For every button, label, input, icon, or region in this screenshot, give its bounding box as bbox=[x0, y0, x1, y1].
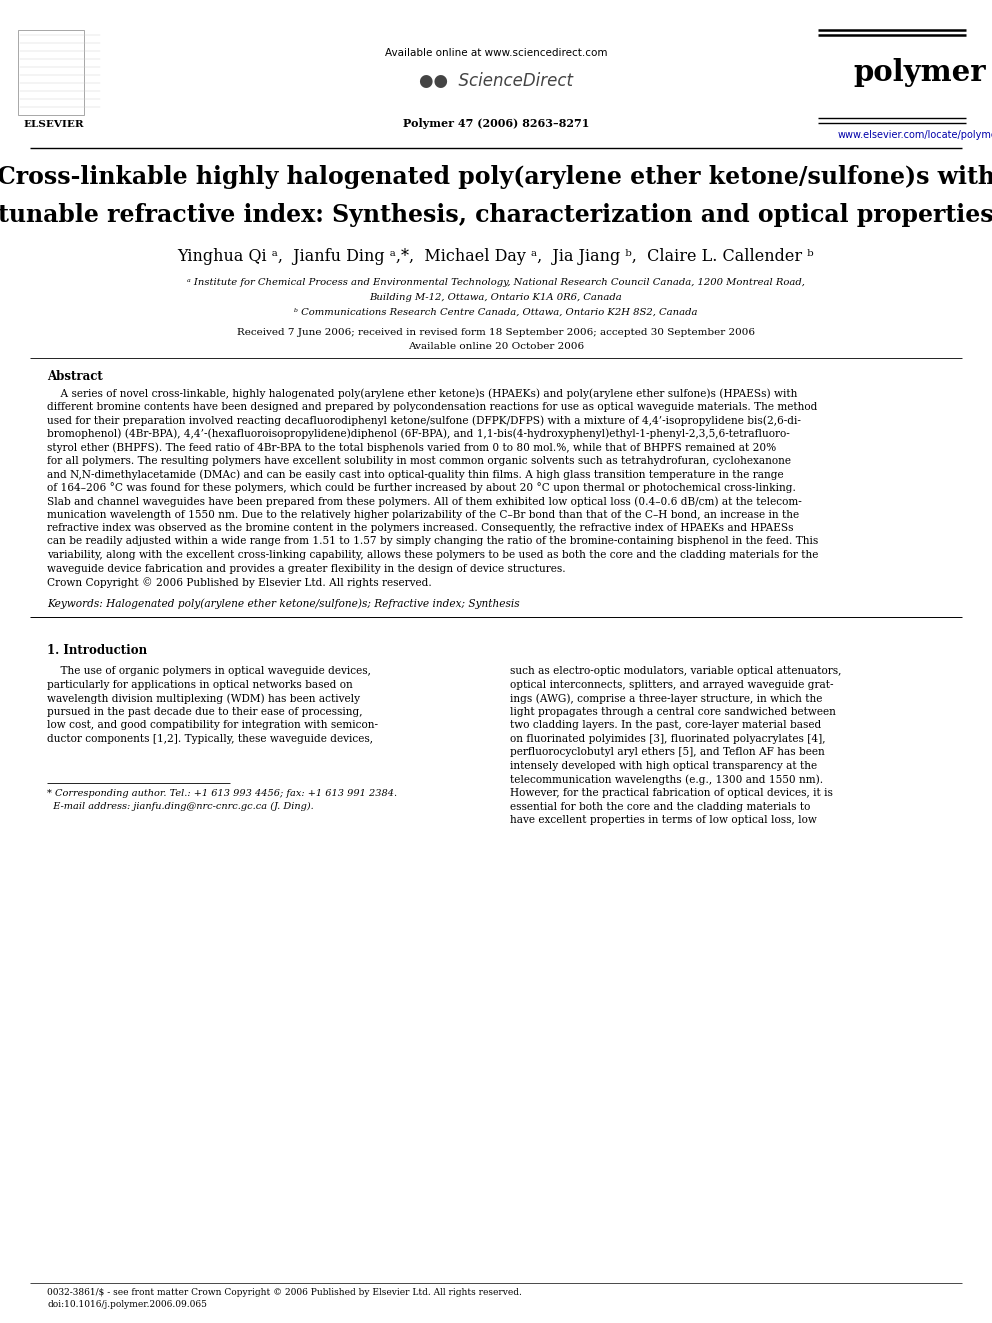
Text: * Corresponding author. Tel.: +1 613 993 4456; fax: +1 613 991 2384.: * Corresponding author. Tel.: +1 613 993… bbox=[47, 789, 397, 798]
Text: Slab and channel waveguides have been prepared from these polymers. All of them : Slab and channel waveguides have been pr… bbox=[47, 496, 802, 507]
Text: tunable refractive index: Synthesis, characterization and optical properties: tunable refractive index: Synthesis, cha… bbox=[0, 202, 992, 228]
Text: essential for both the core and the cladding materials to: essential for both the core and the clad… bbox=[510, 802, 810, 811]
Text: 0032-3861/$ - see front matter Crown Copyright © 2006 Published by Elsevier Ltd.: 0032-3861/$ - see front matter Crown Cop… bbox=[47, 1289, 522, 1297]
Text: The use of organic polymers in optical waveguide devices,: The use of organic polymers in optical w… bbox=[47, 667, 371, 676]
Text: Cross-linkable highly halogenated poly(arylene ether ketone/sulfone)s with: Cross-linkable highly halogenated poly(a… bbox=[0, 165, 992, 189]
Text: can be readily adjusted within a wide range from 1.51 to 1.57 by simply changing: can be readily adjusted within a wide ra… bbox=[47, 537, 818, 546]
Text: ᵇ Communications Research Centre Canada, Ottawa, Ontario K2H 8S2, Canada: ᵇ Communications Research Centre Canada,… bbox=[295, 308, 697, 318]
Text: munication wavelength of 1550 nm. Due to the relatively higher polarizability of: munication wavelength of 1550 nm. Due to… bbox=[47, 509, 800, 520]
Text: different bromine contents have been designed and prepared by polycondensation r: different bromine contents have been des… bbox=[47, 401, 817, 411]
Text: perfluorocyclobutyl aryl ethers [5], and Teflon AF has been: perfluorocyclobutyl aryl ethers [5], and… bbox=[510, 747, 824, 758]
Text: bromophenol) (4Br-BPA), 4,4’-(hexafluoroisopropylidene)diphenol (6F-BPA), and 1,: bromophenol) (4Br-BPA), 4,4’-(hexafluoro… bbox=[47, 429, 790, 439]
Text: for all polymers. The resulting polymers have excellent solubility in most commo: for all polymers. The resulting polymers… bbox=[47, 455, 791, 466]
Text: ELSEVIER: ELSEVIER bbox=[24, 120, 84, 130]
Text: E-mail address: jianfu.ding@nrc-cnrc.gc.ca (J. Ding).: E-mail address: jianfu.ding@nrc-cnrc.gc.… bbox=[47, 802, 313, 811]
Text: Crown Copyright © 2006 Published by Elsevier Ltd. All rights reserved.: Crown Copyright © 2006 Published by Else… bbox=[47, 577, 432, 587]
Text: polymer: polymer bbox=[854, 58, 986, 87]
Text: optical interconnects, splitters, and arrayed waveguide grat-: optical interconnects, splitters, and ar… bbox=[510, 680, 833, 691]
Text: styrol ether (BHPFS). The feed ratio of 4Br-BPA to the total bisphenols varied f: styrol ether (BHPFS). The feed ratio of … bbox=[47, 442, 777, 452]
Text: However, for the practical fabrication of optical devices, it is: However, for the practical fabrication o… bbox=[510, 789, 833, 798]
Text: of 164–206 °C was found for these polymers, which could be further increased by : of 164–206 °C was found for these polyme… bbox=[47, 483, 796, 493]
Text: ings (AWG), comprise a three-layer structure, in which the: ings (AWG), comprise a three-layer struc… bbox=[510, 693, 822, 704]
Text: have excellent properties in terms of low optical loss, low: have excellent properties in terms of lo… bbox=[510, 815, 816, 826]
Text: Received 7 June 2006; received in revised form 18 September 2006; accepted 30 Se: Received 7 June 2006; received in revise… bbox=[237, 328, 755, 337]
Text: pursued in the past decade due to their ease of processing,: pursued in the past decade due to their … bbox=[47, 706, 362, 717]
Text: ductor components [1,2]. Typically, these waveguide devices,: ductor components [1,2]. Typically, thes… bbox=[47, 734, 373, 744]
Text: used for their preparation involved reacting decafluorodiphenyl ketone/sulfone (: used for their preparation involved reac… bbox=[47, 415, 801, 426]
Text: light propagates through a central core sandwiched between: light propagates through a central core … bbox=[510, 706, 836, 717]
Text: A series of novel cross-linkable, highly halogenated poly(arylene ether ketone)s: A series of novel cross-linkable, highly… bbox=[47, 388, 798, 398]
Text: Building M-12, Ottawa, Ontario K1A 0R6, Canada: Building M-12, Ottawa, Ontario K1A 0R6, … bbox=[370, 292, 622, 302]
Text: two cladding layers. In the past, core-layer material based: two cladding layers. In the past, core-l… bbox=[510, 721, 821, 730]
Text: doi:10.1016/j.polymer.2006.09.065: doi:10.1016/j.polymer.2006.09.065 bbox=[47, 1301, 207, 1308]
Text: www.elsevier.com/locate/polymer: www.elsevier.com/locate/polymer bbox=[838, 130, 992, 140]
Text: Polymer 47 (2006) 8263–8271: Polymer 47 (2006) 8263–8271 bbox=[403, 118, 589, 130]
Text: waveguide device fabrication and provides a greater flexibility in the design of: waveguide device fabrication and provide… bbox=[47, 564, 565, 573]
Text: on fluorinated polyimides [3], fluorinated polyacrylates [4],: on fluorinated polyimides [3], fluorinat… bbox=[510, 734, 825, 744]
Text: 1. Introduction: 1. Introduction bbox=[47, 644, 147, 658]
Text: and N,N-dimethylacetamide (DMAc) and can be easily cast into optical-quality thi: and N,N-dimethylacetamide (DMAc) and can… bbox=[47, 468, 784, 479]
Text: Available online at www.sciencedirect.com: Available online at www.sciencedirect.co… bbox=[385, 48, 607, 58]
Text: Available online 20 October 2006: Available online 20 October 2006 bbox=[408, 343, 584, 351]
Text: low cost, and good compatibility for integration with semicon-: low cost, and good compatibility for int… bbox=[47, 721, 378, 730]
Text: particularly for applications in optical networks based on: particularly for applications in optical… bbox=[47, 680, 353, 691]
Text: intensely developed with high optical transparency at the: intensely developed with high optical tr… bbox=[510, 761, 817, 771]
Text: wavelength division multiplexing (WDM) has been actively: wavelength division multiplexing (WDM) h… bbox=[47, 693, 360, 704]
Text: ᵃ Institute for Chemical Process and Environmental Technology, National Research: ᵃ Institute for Chemical Process and Env… bbox=[187, 278, 805, 287]
Text: Abstract: Abstract bbox=[47, 370, 103, 382]
Text: variability, along with the excellent cross-linking capability, allows these pol: variability, along with the excellent cr… bbox=[47, 550, 818, 560]
Text: telecommunication wavelengths (e.g., 1300 and 1550 nm).: telecommunication wavelengths (e.g., 130… bbox=[510, 774, 823, 785]
Text: Keywords: Halogenated poly(arylene ether ketone/sulfone)s; Refractive index; Syn: Keywords: Halogenated poly(arylene ether… bbox=[47, 598, 520, 609]
Bar bbox=[18, 30, 84, 115]
Text: such as electro-optic modulators, variable optical attenuators,: such as electro-optic modulators, variab… bbox=[510, 667, 841, 676]
Text: refractive index was observed as the bromine content in the polymers increased. : refractive index was observed as the bro… bbox=[47, 523, 794, 533]
Text: Yinghua Qi ᵃ,  Jianfu Ding ᵃ,*,  Michael Day ᵃ,  Jia Jiang ᵇ,  Claire L. Callend: Yinghua Qi ᵃ, Jianfu Ding ᵃ,*, Michael D… bbox=[178, 247, 814, 265]
Text: ●●  ScienceDirect: ●● ScienceDirect bbox=[419, 71, 573, 90]
